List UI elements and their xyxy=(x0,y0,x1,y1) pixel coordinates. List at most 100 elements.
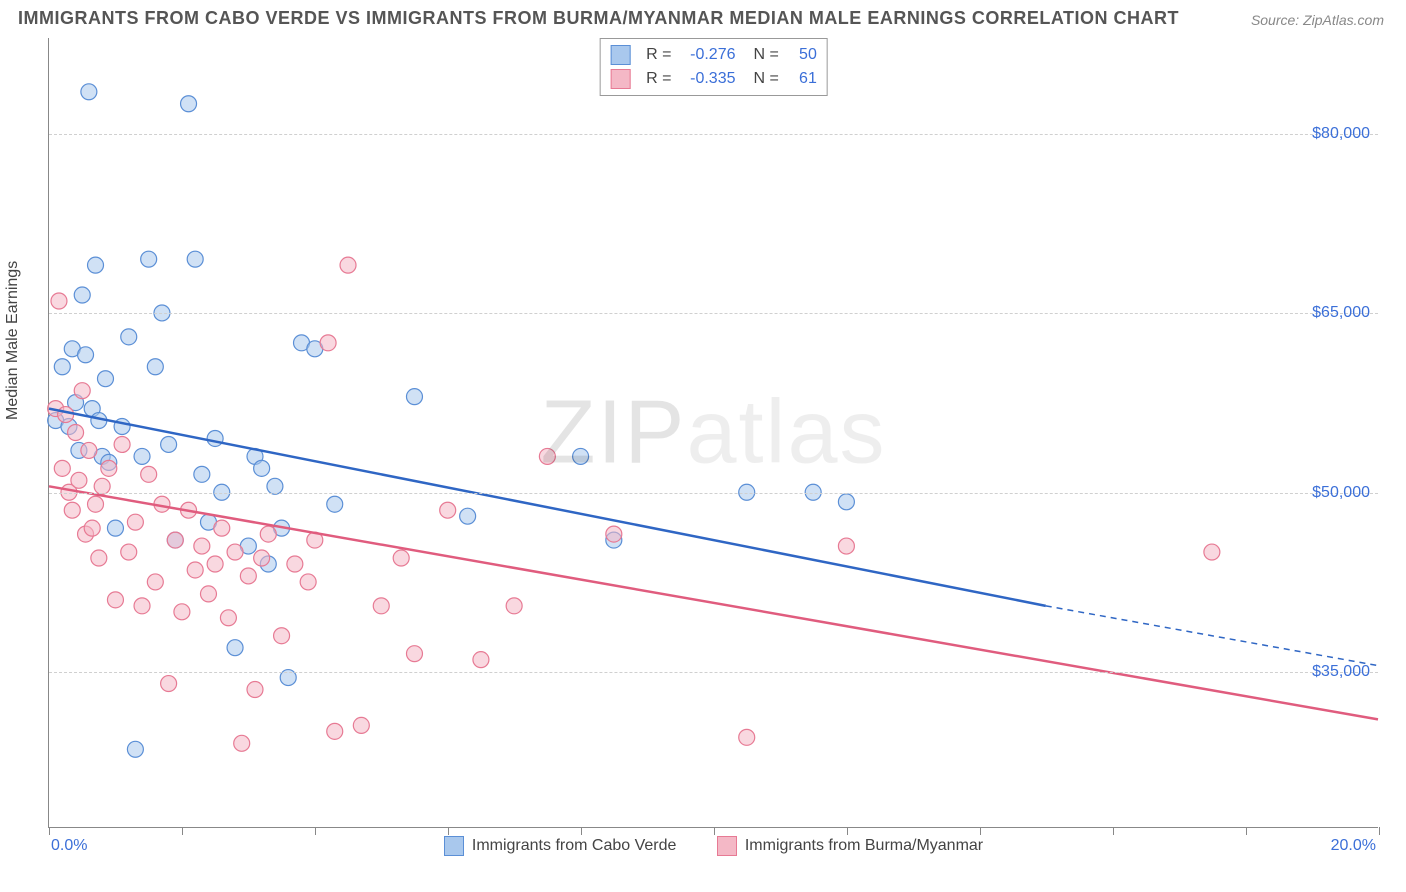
y-tick-label: $50,000 xyxy=(1312,484,1370,502)
data-point xyxy=(64,502,80,518)
data-point xyxy=(81,442,97,458)
data-point xyxy=(260,526,276,542)
data-point xyxy=(406,646,422,662)
plot-area: R = -0.276 N = 50 R = -0.335 N = 61 ZIPa… xyxy=(48,38,1378,828)
data-point xyxy=(340,257,356,273)
data-point xyxy=(1204,544,1220,560)
data-point xyxy=(460,508,476,524)
data-point xyxy=(227,544,243,560)
y-axis-label: Median Male Earnings xyxy=(4,261,22,420)
data-point xyxy=(247,682,263,698)
data-point xyxy=(200,586,216,602)
data-point xyxy=(167,532,183,548)
data-point xyxy=(320,335,336,351)
data-point xyxy=(174,604,190,620)
data-point xyxy=(606,526,622,542)
data-point xyxy=(327,723,343,739)
x-tick xyxy=(448,827,449,835)
data-point xyxy=(141,466,157,482)
data-point xyxy=(181,96,197,112)
legend-row-series-b: R = -0.335 N = 61 xyxy=(610,67,817,91)
data-point xyxy=(353,717,369,733)
data-point xyxy=(147,574,163,590)
data-point xyxy=(838,494,854,510)
data-point xyxy=(114,436,130,452)
data-point xyxy=(71,472,87,488)
data-point xyxy=(91,550,107,566)
data-point xyxy=(254,550,270,566)
series-b-name: Immigrants from Burma/Myanmar xyxy=(745,837,983,855)
chart-title: IMMIGRANTS FROM CABO VERDE VS IMMIGRANTS… xyxy=(18,8,1179,29)
legend-item-b: Immigrants from Burma/Myanmar xyxy=(717,836,983,856)
data-point xyxy=(78,347,94,363)
r-value-b: -0.335 xyxy=(680,67,736,91)
x-tick xyxy=(581,827,582,835)
series-legend: Immigrants from Cabo Verde Immigrants fr… xyxy=(49,836,1378,861)
grid-line xyxy=(49,493,1378,494)
data-point xyxy=(74,287,90,303)
data-point xyxy=(161,436,177,452)
data-point xyxy=(88,257,104,273)
x-tick xyxy=(49,827,50,835)
data-point xyxy=(287,556,303,572)
x-tick xyxy=(714,827,715,835)
x-tick xyxy=(1113,827,1114,835)
data-point xyxy=(440,502,456,518)
data-point xyxy=(127,514,143,530)
data-point xyxy=(207,430,223,446)
chart-svg xyxy=(49,38,1378,827)
source-attribution: Source: ZipAtlas.com xyxy=(1251,12,1384,28)
data-point xyxy=(121,329,137,345)
x-tick xyxy=(1246,827,1247,835)
data-point xyxy=(127,741,143,757)
data-point xyxy=(58,407,74,423)
data-point xyxy=(406,389,422,405)
n-value-b: 61 xyxy=(787,67,817,91)
data-point xyxy=(187,562,203,578)
data-point xyxy=(234,735,250,751)
data-point xyxy=(107,592,123,608)
data-point xyxy=(254,460,270,476)
data-point xyxy=(473,652,489,668)
data-point xyxy=(227,640,243,656)
data-point xyxy=(506,598,522,614)
data-point xyxy=(214,520,230,536)
data-point xyxy=(220,610,236,626)
data-point xyxy=(147,359,163,375)
y-tick-label: $65,000 xyxy=(1312,304,1370,322)
data-point xyxy=(97,371,113,387)
x-tick xyxy=(315,827,316,835)
n-label: N = xyxy=(754,67,779,91)
n-value-a: 50 xyxy=(787,43,817,67)
data-point xyxy=(300,574,316,590)
data-point xyxy=(121,544,137,560)
data-point xyxy=(194,538,210,554)
data-point xyxy=(81,84,97,100)
data-point xyxy=(84,520,100,536)
y-tick-label: $80,000 xyxy=(1312,125,1370,143)
n-label: N = xyxy=(754,43,779,67)
data-point xyxy=(187,251,203,267)
data-point xyxy=(134,448,150,464)
grid-line xyxy=(49,134,1378,135)
legend-item-a: Immigrants from Cabo Verde xyxy=(444,836,677,856)
data-point xyxy=(88,496,104,512)
data-point xyxy=(134,598,150,614)
data-point xyxy=(141,251,157,267)
x-tick xyxy=(980,827,981,835)
data-point xyxy=(327,496,343,512)
data-point xyxy=(51,293,67,309)
correlation-legend: R = -0.276 N = 50 R = -0.335 N = 61 xyxy=(599,38,828,96)
data-point xyxy=(838,538,854,554)
data-point xyxy=(240,568,256,584)
r-label: R = xyxy=(646,43,671,67)
legend-swatch-b xyxy=(717,836,737,856)
data-point xyxy=(373,598,389,614)
legend-swatch-a xyxy=(610,45,630,65)
r-value-a: -0.276 xyxy=(680,43,736,67)
data-point xyxy=(207,556,223,572)
data-point xyxy=(107,520,123,536)
y-tick-label: $35,000 xyxy=(1312,663,1370,681)
data-point xyxy=(74,383,90,399)
data-point xyxy=(194,466,210,482)
